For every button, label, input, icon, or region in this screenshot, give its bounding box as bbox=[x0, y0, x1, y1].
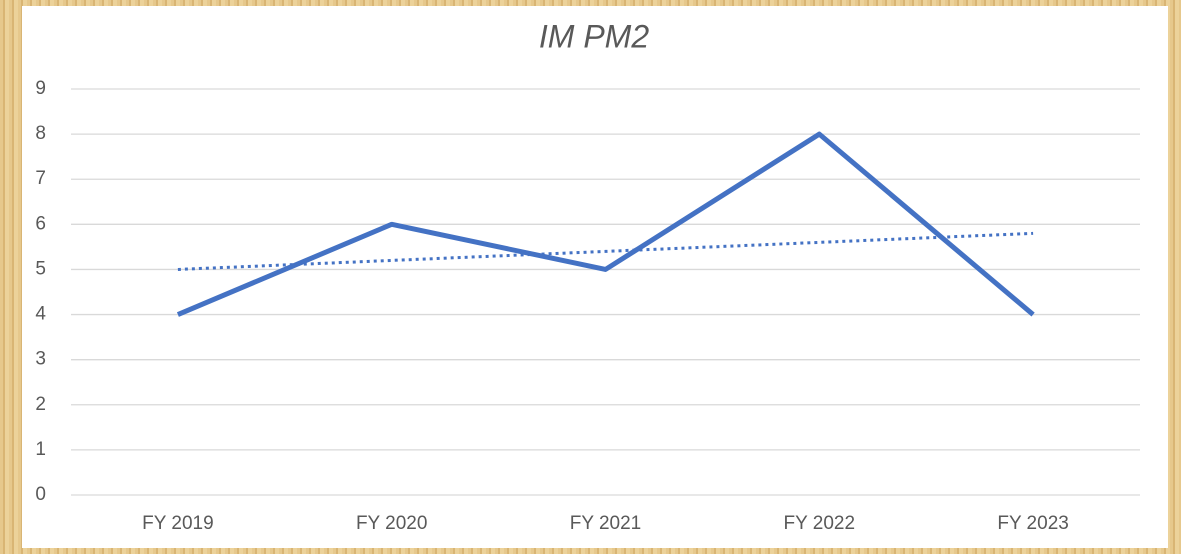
x-tick-label: FY 2021 bbox=[570, 513, 641, 534]
x-tick-label: FY 2019 bbox=[142, 513, 213, 534]
y-tick-label: 5 bbox=[35, 258, 46, 279]
x-tick-label: FY 2020 bbox=[356, 513, 427, 534]
trendline bbox=[177, 231, 1034, 271]
y-tick-label: 3 bbox=[35, 349, 46, 370]
data-line bbox=[176, 131, 1035, 317]
chart-area bbox=[22, 6, 1168, 548]
y-tick-label: 6 bbox=[35, 213, 46, 234]
x-tick-label: FY 2023 bbox=[997, 513, 1068, 534]
y-tick-label: 9 bbox=[35, 78, 46, 99]
x-tick-label: FY 2022 bbox=[784, 513, 855, 534]
y-tick-label: 8 bbox=[35, 123, 46, 144]
chart-title: IM PM2 bbox=[539, 18, 649, 54]
y-tick-label: 4 bbox=[35, 304, 46, 325]
y-tick-label: 1 bbox=[35, 439, 46, 460]
y-tick-label: 0 bbox=[35, 484, 46, 505]
y-tick-label: 2 bbox=[35, 394, 46, 415]
y-tick-label: 7 bbox=[35, 168, 46, 189]
